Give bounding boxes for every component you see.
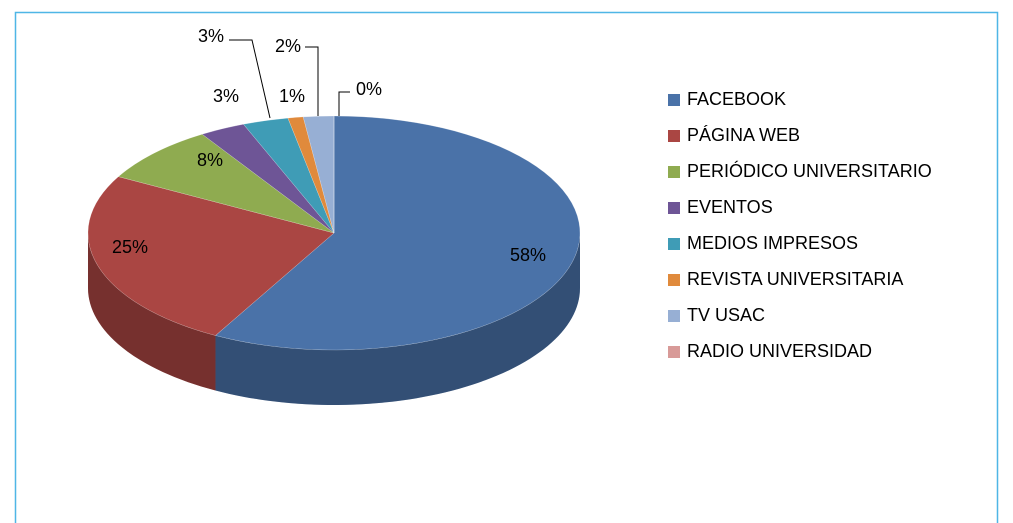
legend-label: PERIÓDICO UNIVERSITARIO <box>687 160 932 181</box>
leader-line <box>229 39 271 119</box>
pie-side-shade <box>215 233 581 405</box>
chart-border <box>14 11 999 523</box>
legend-label: EVENTOS <box>687 197 773 217</box>
legend-swatch <box>668 202 680 214</box>
pie-side <box>215 233 581 405</box>
legend-swatch <box>668 94 680 106</box>
data-label: 0% <box>356 79 382 99</box>
legend-label: REVISTA UNIVERSITARIA <box>687 269 903 289</box>
pie-slice <box>201 123 335 234</box>
data-label: 3% <box>213 86 239 106</box>
data-label: 8% <box>197 150 223 170</box>
legend-swatch <box>668 274 680 286</box>
pie-side <box>88 233 216 391</box>
legend-swatch <box>668 346 680 358</box>
pie-tops <box>87 115 581 351</box>
pie-slice <box>302 115 335 234</box>
data-label: 3% <box>198 26 224 46</box>
legend-label: RADIO UNIVERSIDAD <box>687 341 872 361</box>
pie-side-shade <box>88 233 216 391</box>
legend-label: TV USAC <box>687 305 765 325</box>
legend-label: FACEBOOK <box>687 89 786 109</box>
legend-label: PÁGINA WEB <box>687 125 800 145</box>
legend: FACEBOOK PÁGINA WEB PERIÓDICO UNIVERSITARI… <box>668 89 932 361</box>
legend-swatch <box>668 238 680 250</box>
legend-label: MEDIOS IMPRESOS <box>687 233 858 253</box>
pie-slice <box>87 176 335 336</box>
leader-line <box>338 91 350 116</box>
pie-slice <box>242 117 335 234</box>
pie-slice <box>117 133 335 234</box>
data-labels: 58% 25% 8% 3% 3% 1% 2% 0% <box>112 26 546 265</box>
leader-line <box>305 46 319 116</box>
data-label: 2% <box>275 36 301 56</box>
data-label: 1% <box>279 86 305 106</box>
legend-swatch <box>668 310 680 322</box>
pie-sides <box>88 233 581 405</box>
data-label: 58% <box>510 245 546 265</box>
pie-slice <box>214 115 581 351</box>
legend-swatch <box>668 130 680 142</box>
data-label: 25% <box>112 237 148 257</box>
legend-swatch <box>668 166 680 178</box>
pie-slice <box>287 116 335 234</box>
